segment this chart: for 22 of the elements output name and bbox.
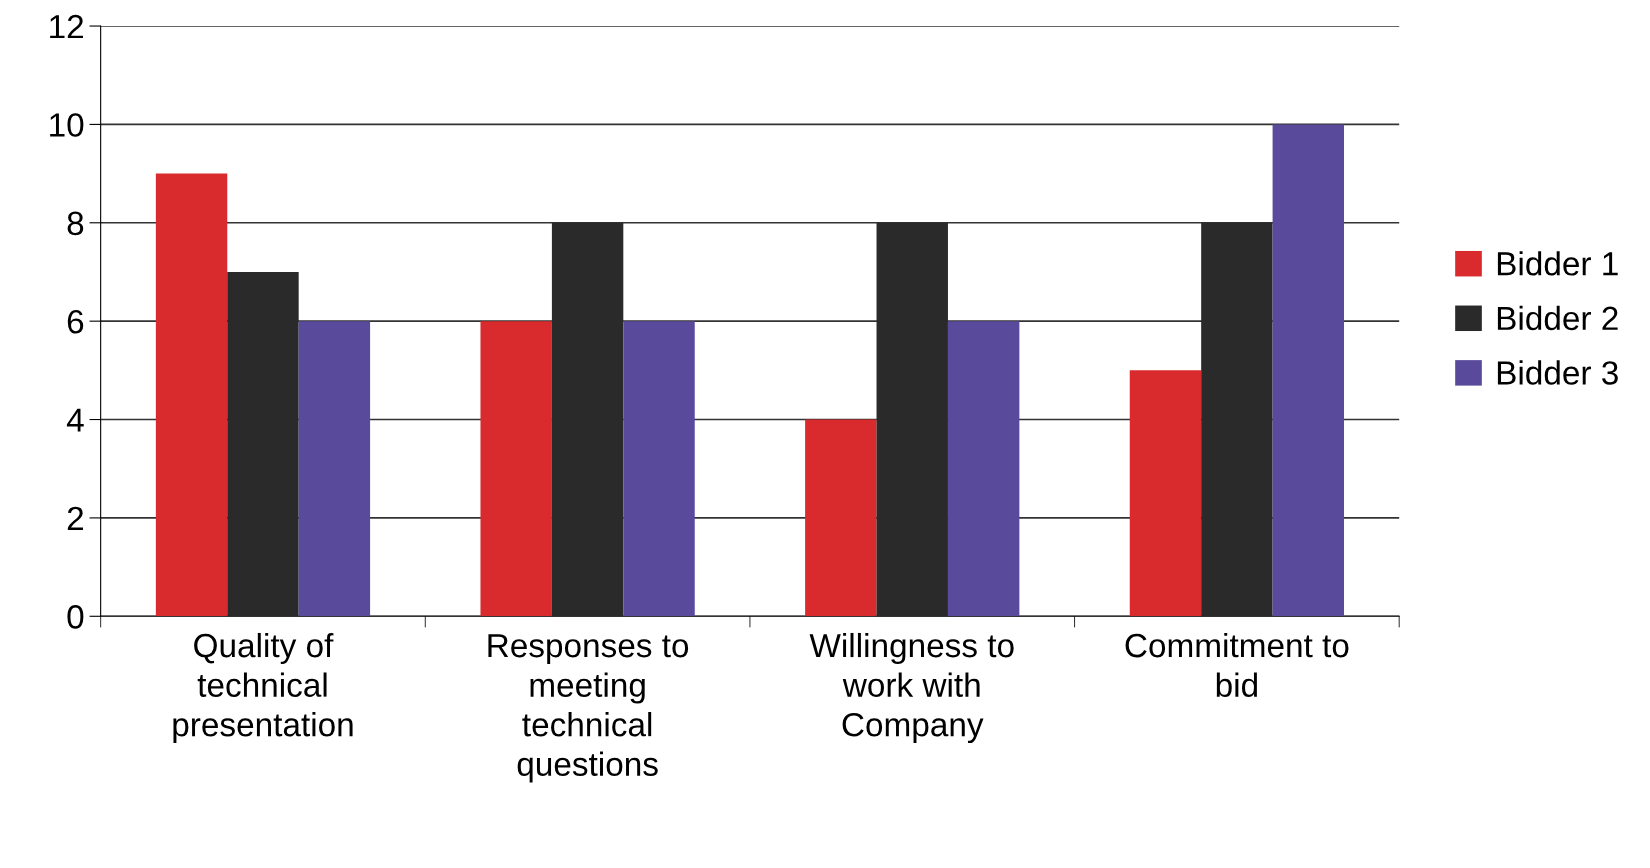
legend-label: Bidder 2 xyxy=(1497,305,1618,331)
bar xyxy=(298,321,371,617)
y-tick-label: 12 xyxy=(50,14,84,39)
y-tick-label: 8 xyxy=(67,211,84,236)
bar xyxy=(805,419,877,617)
bar xyxy=(1129,370,1202,617)
bar xyxy=(480,321,552,617)
x-tick-label: Quality of technical presentation xyxy=(173,632,353,744)
y-tick-label: 4 xyxy=(66,408,84,432)
bar xyxy=(155,173,228,617)
y-tick-label: 2 xyxy=(67,506,84,530)
y-tick-label: 6 xyxy=(67,309,84,334)
y-tick-label: 0 xyxy=(67,605,84,629)
bar xyxy=(623,321,695,617)
y-tick-label: 10 xyxy=(50,113,84,137)
x-tick-label: Responses to meeting technical questions xyxy=(488,634,689,783)
bar xyxy=(1272,124,1345,617)
legend-label: Bidder 1 xyxy=(1497,251,1618,276)
bar xyxy=(947,321,1020,617)
x-tick-label: Commitment to bid xyxy=(1125,632,1349,697)
legend-label: Bidder 3 xyxy=(1497,360,1618,385)
x-tick-label: Willingness to work with Company xyxy=(809,632,1014,744)
